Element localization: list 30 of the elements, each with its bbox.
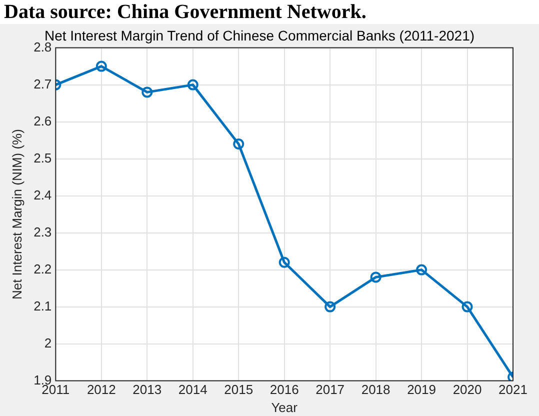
y-tick-label: 2.5	[34, 150, 52, 166]
y-axis-title: Net Interest Margin (NIM) (%)	[9, 129, 24, 300]
point	[233, 138, 244, 150]
x-tick-label: 2013	[132, 382, 162, 398]
point	[278, 256, 290, 268]
y-tick-label: 2.3	[34, 224, 52, 240]
point	[142, 86, 153, 98]
x-tick-label: 2012	[86, 382, 116, 398]
x-tick-label: 2020	[452, 382, 482, 398]
x-tick-label: 2018	[361, 382, 390, 398]
point	[462, 301, 473, 312]
x-axis-title: Year	[271, 400, 298, 415]
point	[96, 60, 107, 72]
point	[370, 272, 382, 283]
point	[416, 264, 428, 276]
x-tick-label: 2015	[224, 382, 254, 398]
point	[187, 79, 198, 90]
y-tick-label: 2.6	[34, 113, 52, 128]
y-tick-label: 2	[44, 335, 52, 350]
x-tick-label: 2019	[407, 382, 436, 398]
point	[324, 301, 336, 312]
source-note: Data source: China Government Network.	[4, 1, 366, 23]
y-tick-label: 2.7	[34, 76, 52, 92]
x-tick-label: 2017	[316, 382, 345, 398]
y-tick-label: 2.1	[34, 298, 52, 314]
x-tick-label: 2021	[498, 382, 528, 398]
y-tick-label: 2.2	[34, 261, 52, 276]
x-tick-label: 2016	[270, 382, 299, 398]
x-tick-label: 2014	[178, 382, 208, 398]
y-tick-label: 2.4	[34, 187, 52, 202]
